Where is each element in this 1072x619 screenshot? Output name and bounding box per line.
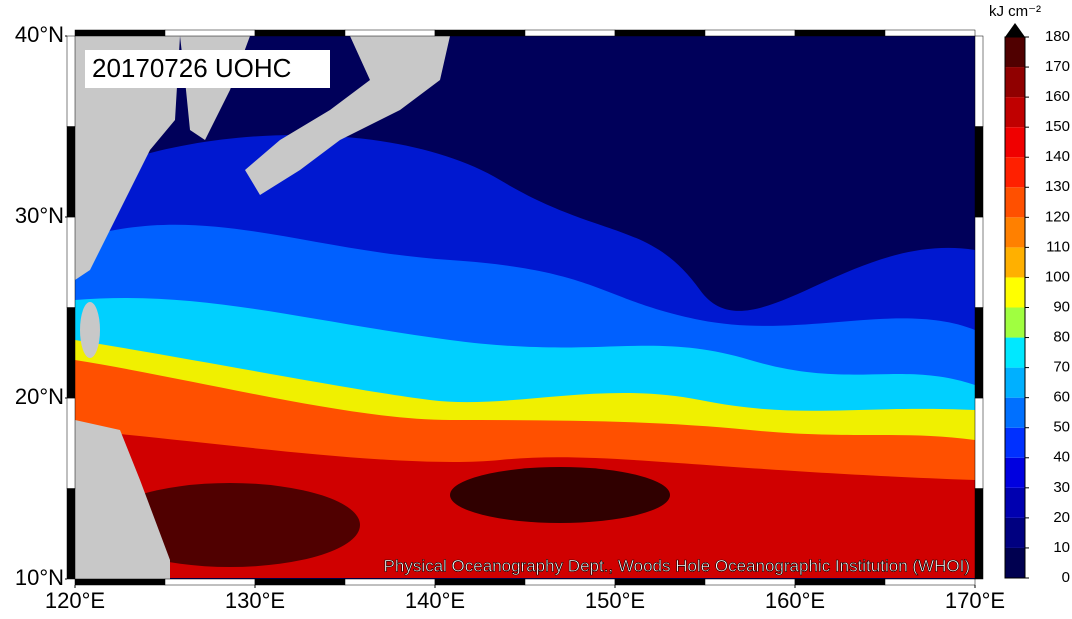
frame-stripe	[164, 29, 256, 37]
frame-stripe	[66, 35, 76, 127]
frame-stripe	[524, 578, 616, 586]
frame-stripe	[974, 216, 984, 308]
lat-tick-label: 40°N	[15, 22, 64, 47]
colorbar-tick-label: 110	[1046, 238, 1070, 255]
colorbar-segment	[1005, 457, 1025, 488]
colorbar-tick-label: 70	[1053, 359, 1070, 376]
colorbar-tick-label: 40	[1053, 449, 1070, 466]
colorbar-tick-label: 60	[1053, 389, 1070, 406]
colorbar-segment	[1005, 67, 1025, 98]
frame-stripe	[704, 578, 796, 586]
lon-tick-label: 140°E	[405, 588, 465, 613]
land	[80, 302, 100, 358]
colorbar-segment	[1005, 187, 1025, 218]
frame-stripe	[66, 488, 76, 580]
lat-tick-label: 20°N	[15, 384, 64, 409]
colorbar-tick-label: 50	[1053, 419, 1070, 436]
colorbar-tick-label: 10	[1053, 539, 1070, 556]
colorbar-over-arrow	[1005, 23, 1025, 37]
lat-tick-label: 10°N	[15, 565, 64, 590]
map-title: 20170726 UOHC	[92, 53, 291, 83]
colorbar-segment	[1005, 397, 1025, 428]
frame-stripe	[74, 29, 166, 37]
frame-stripe	[66, 216, 76, 308]
frame-stripe	[974, 307, 984, 399]
colorbar-segment	[1005, 97, 1025, 128]
land	[245, 36, 450, 195]
frame-stripe	[344, 29, 436, 37]
frame-stripe	[794, 29, 886, 37]
frame-stripe	[614, 29, 706, 37]
colorbar-segment	[1005, 37, 1025, 68]
frame-stripe	[254, 578, 346, 586]
colorbar-segment	[1005, 247, 1025, 278]
frame-stripe	[974, 397, 984, 489]
colorbar-segment	[1005, 517, 1025, 548]
colorbar-tick-label: 140	[1045, 148, 1070, 165]
heat-contour	[450, 467, 670, 523]
frame-stripe	[254, 29, 346, 37]
colorbar-segment	[1005, 487, 1025, 518]
frame-stripe	[704, 29, 796, 37]
colorbar-tick-label: 170	[1045, 58, 1070, 75]
frame-stripe	[794, 578, 886, 586]
frame-stripe	[66, 307, 76, 399]
heat-contour	[100, 483, 360, 567]
frame-stripe	[974, 488, 984, 580]
frame-stripe	[74, 578, 166, 586]
colorbar-tick-label: 130	[1045, 178, 1070, 195]
ocean-field	[75, 36, 975, 579]
frame-stripe	[434, 29, 526, 37]
frame-stripe	[884, 29, 976, 37]
colorbar-unit: kJ cm⁻²	[989, 3, 1041, 20]
colorbar-segment	[1005, 277, 1025, 308]
frame-stripe	[614, 578, 706, 586]
colorbar-tick-label: 90	[1053, 298, 1070, 315]
lon-tick-label: 160°E	[765, 588, 825, 613]
colorbar-segment	[1005, 127, 1025, 158]
colorbar-tick-label: 100	[1045, 268, 1070, 285]
frame-stripe	[344, 578, 436, 586]
colorbar-tick-label: 20	[1053, 509, 1070, 526]
frame-stripe	[974, 126, 984, 218]
title-box	[85, 50, 330, 88]
colorbar-segment	[1005, 307, 1025, 338]
frame-stripe	[434, 578, 526, 586]
colorbar-segment	[1005, 157, 1025, 188]
frame-stripe	[66, 397, 76, 489]
lon-tick-label: 170°E	[945, 588, 1005, 613]
frame-stripe	[884, 578, 976, 586]
colorbar-tick-label: 160	[1045, 88, 1070, 105]
colorbar-tick-label: 0	[1062, 569, 1070, 586]
colorbar-tick-label: 150	[1045, 118, 1070, 135]
lon-tick-label: 120°E	[45, 588, 105, 613]
colorbar-segment	[1005, 427, 1025, 458]
land	[75, 420, 170, 579]
frame-stripe	[974, 35, 984, 127]
land	[75, 36, 180, 280]
colorbar-segment	[1005, 547, 1025, 578]
colorbar-tick-label: 80	[1053, 329, 1070, 346]
frame-stripe	[164, 578, 256, 586]
frame-stripe	[524, 29, 616, 37]
colorbar-segment	[1005, 337, 1025, 368]
colorbar-segment	[1005, 217, 1025, 248]
lat-tick-label: 30°N	[15, 203, 64, 228]
lon-tick-label: 130°E	[225, 588, 285, 613]
frame-stripe	[66, 126, 76, 218]
colorbar-tick-label: 180	[1045, 28, 1070, 45]
colorbar-segment	[1005, 367, 1025, 398]
credit: Physical Oceanography Dept., Woods Hole …	[384, 556, 970, 575]
colorbar-tick-label: 120	[1045, 208, 1070, 225]
colorbar-tick-label: 30	[1053, 479, 1070, 496]
lon-tick-label: 150°E	[585, 588, 645, 613]
